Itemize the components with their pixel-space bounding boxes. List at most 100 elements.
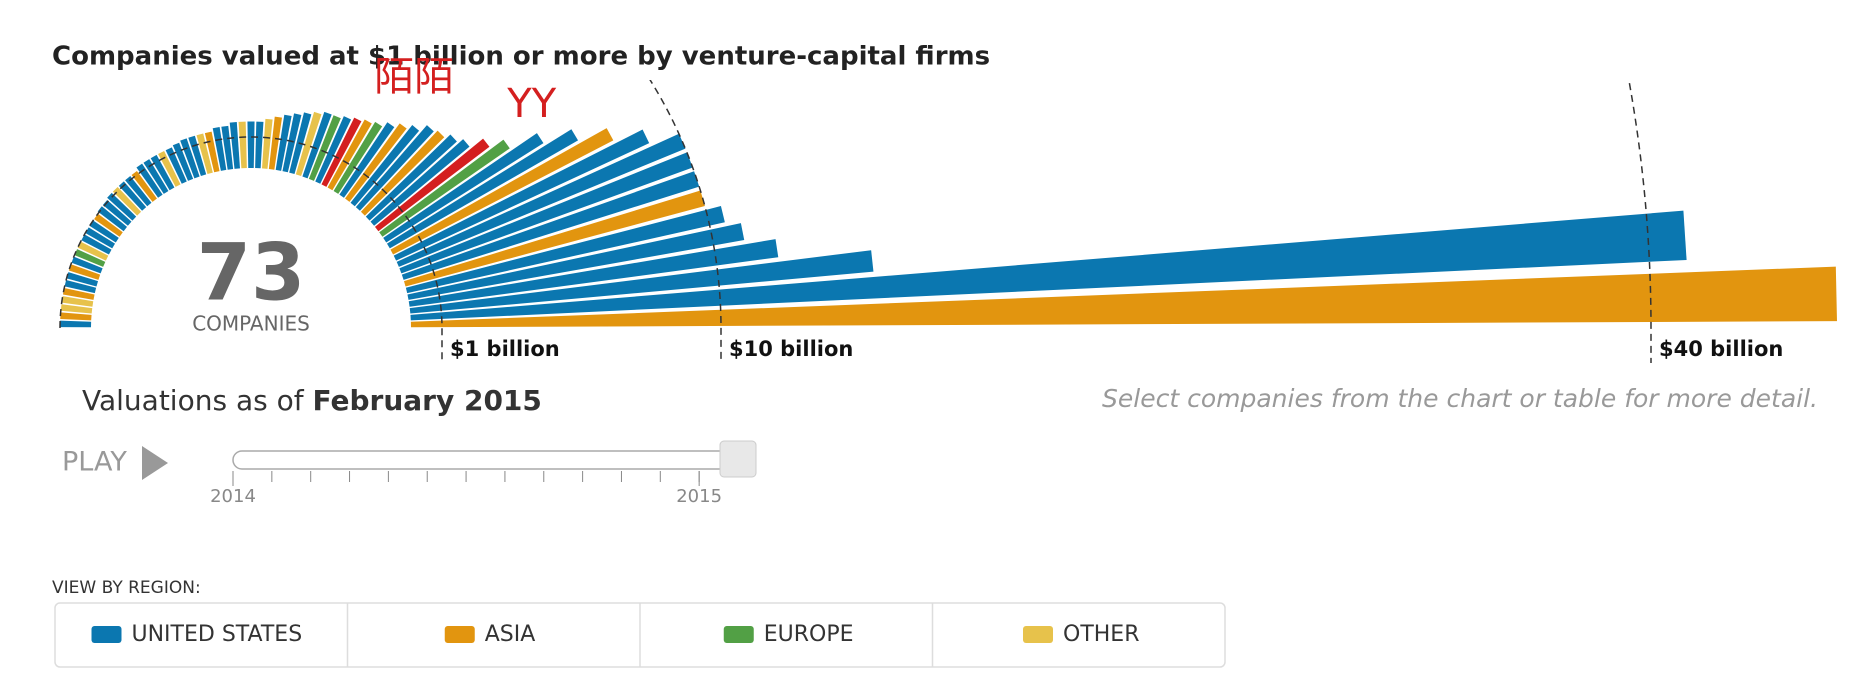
legend: UNITED STATES ASIA EUROPE OTHER [54,602,1226,668]
bar[interactable] [410,266,1837,328]
bar[interactable] [97,206,128,232]
bar[interactable] [405,206,725,294]
tick-arcs [59,80,1652,363]
bar[interactable] [94,213,123,237]
bar[interactable] [172,142,194,181]
bar[interactable] [74,249,106,267]
date: February 2015 [313,384,542,417]
bar[interactable] [64,280,97,294]
bar[interactable] [60,320,92,328]
bar[interactable] [321,117,362,187]
bar[interactable] [107,192,137,221]
bar[interactable] [399,152,693,274]
legend-label: EUROPE [764,622,854,647]
play-button[interactable]: PLAY [62,446,168,480]
count: 73 [197,228,306,318]
bar[interactable] [282,113,302,173]
annotation: 陌陌 [374,54,454,100]
slider: 2014 2015 [210,440,757,507]
bar[interactable] [408,239,779,307]
tick-label: $1 billion [450,337,560,361]
date-line: Valuations as of February 2015 [82,384,542,417]
bar[interactable] [410,210,1687,321]
tick-label: $10 billion [729,337,853,361]
bar[interactable] [345,123,407,202]
bar[interactable] [407,223,745,300]
legend-item[interactable]: UNITED STATES [91,622,303,647]
bar[interactable] [355,125,434,211]
play-label: PLAY [62,447,127,478]
bar[interactable] [60,312,92,321]
legend-item[interactable]: OTHER [931,603,1140,667]
bar[interactable] [255,121,264,169]
bar[interactable] [339,122,395,198]
bar[interactable] [390,128,614,255]
bar[interactable] [77,241,109,261]
bar[interactable] [81,234,112,255]
bar[interactable] [89,220,119,243]
bar[interactable] [360,130,445,216]
bar[interactable] [71,256,103,274]
bar[interactable] [68,264,101,280]
bar[interactable] [262,118,273,169]
bar[interactable] [158,150,181,187]
bar[interactable] [365,134,457,221]
legend-label: OTHER [1063,622,1139,647]
count-label: COMPANIES [192,312,310,336]
slider-track [232,450,739,470]
legend-title: VIEW BY REGION: [52,578,201,598]
play-icon [142,446,168,480]
bar[interactable] [221,125,234,170]
legend-item[interactable]: EUROPE [639,603,854,667]
bar[interactable] [102,199,132,226]
bar[interactable] [409,250,874,314]
bar[interactable] [315,116,352,184]
bar[interactable] [370,139,470,226]
bar[interactable] [165,147,187,184]
bar[interactable] [136,163,163,198]
bar[interactable] [333,121,383,194]
bar[interactable] [396,133,686,267]
legend-swatch [444,626,475,643]
bar[interactable] [61,296,94,307]
bar[interactable] [196,133,213,175]
bar[interactable] [302,111,332,179]
bar[interactable] [85,227,116,249]
slider-handle[interactable] [719,440,757,478]
bar[interactable] [268,116,283,170]
legend-swatch [1023,626,1053,643]
bar[interactable] [229,121,240,169]
bar[interactable] [393,129,650,261]
bar[interactable] [125,176,152,207]
legend-item[interactable]: ASIA [346,603,536,667]
bar[interactable] [150,154,175,191]
bar[interactable] [403,190,705,287]
bar[interactable] [118,181,147,211]
slider-tick-label: 2015 [676,486,722,507]
bar[interactable] [131,170,157,202]
legend-swatch [91,626,122,643]
bar[interactable] [379,139,510,237]
bar[interactable] [401,171,700,280]
bar[interactable] [295,111,322,177]
bar[interactable] [112,186,142,216]
legend-swatch [723,626,754,643]
bar[interactable] [247,121,255,169]
bar[interactable] [62,288,95,300]
bar[interactable] [383,133,544,243]
annotation: YY [506,81,556,127]
bar[interactable] [238,121,247,169]
tick-label: $40 billion [1659,337,1783,361]
bar[interactable] [308,115,341,181]
bar[interactable] [143,159,169,194]
bar[interactable] [327,119,372,191]
bar[interactable] [212,127,227,171]
legend-label: UNITED STATES [132,622,303,647]
bar[interactable] [374,138,490,232]
bar[interactable] [386,129,579,249]
bar[interactable] [60,304,93,314]
bar[interactable] [66,272,99,287]
bar[interactable] [275,114,292,171]
bar[interactable] [350,125,420,207]
